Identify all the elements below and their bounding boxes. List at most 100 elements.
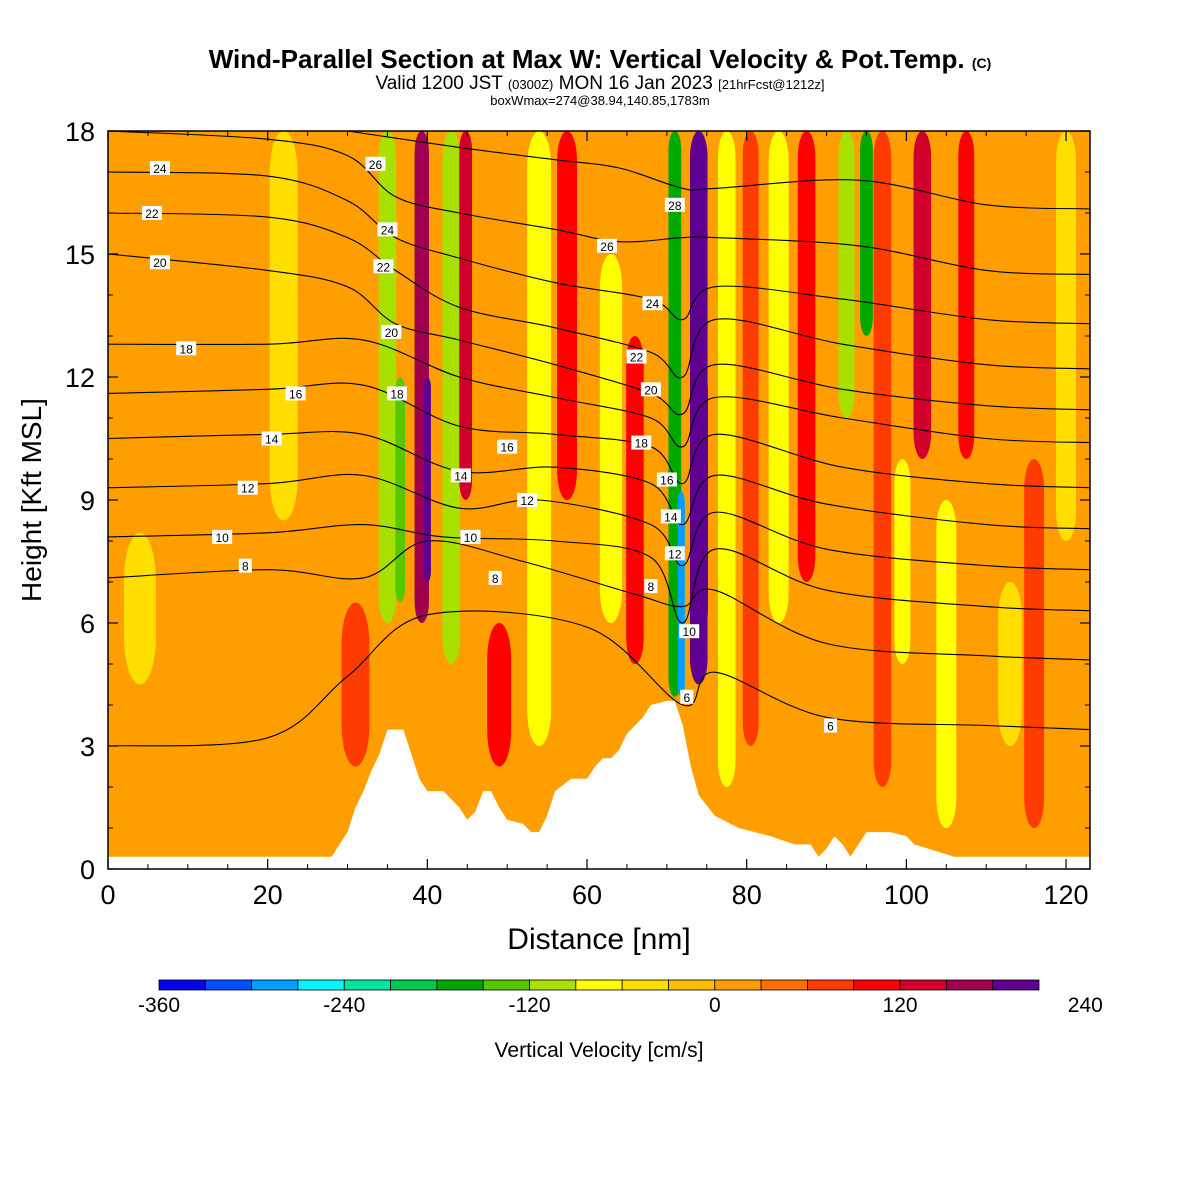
colorbar-swatch — [668, 979, 716, 991]
contour-label-box — [149, 255, 170, 270]
contour-label-box — [680, 689, 694, 704]
contour-label-text: 24 — [153, 162, 167, 176]
contour-label-box — [488, 570, 502, 585]
contour-label-text: 6 — [683, 691, 690, 705]
chart-title: Wind-Parallel Section at Max W: Vertical… — [0, 44, 1200, 75]
y-axis-label: Height [Kft MSL] — [16, 398, 47, 602]
y-tick-label: 9 — [80, 486, 95, 516]
contour-label: 24 — [149, 160, 170, 176]
velocity-band — [395, 377, 405, 603]
colorbar-swatch — [529, 979, 577, 991]
velocity-band — [1056, 131, 1077, 541]
colorbar-swatch — [343, 979, 391, 991]
velocity-band — [599, 254, 623, 623]
colorbar-swatch — [621, 979, 669, 991]
contour-label: 20 — [381, 324, 402, 340]
velocity-band — [998, 582, 1023, 746]
contour-label-text: 22 — [377, 260, 391, 274]
contour-label-text: 22 — [630, 351, 644, 365]
contour-label-text: 18 — [180, 342, 194, 356]
contour-label-text: 18 — [390, 387, 404, 401]
contour-label-text: 26 — [600, 240, 614, 254]
theta-contour-12 — [108, 473, 1090, 571]
contour-label-text: 8 — [648, 580, 655, 594]
theta-contour-24 — [108, 171, 1090, 325]
velocity-band — [423, 377, 431, 582]
contour-label-box — [640, 382, 661, 397]
contour-label: 10 — [460, 529, 481, 545]
velocity-band — [958, 131, 975, 459]
velocity-band — [936, 500, 957, 828]
contour-label: 12 — [237, 480, 258, 496]
contour-label-box — [261, 431, 282, 446]
colorbar-swatch — [158, 979, 206, 991]
theta-contour-10 — [108, 524, 1090, 624]
velocity-band — [797, 131, 816, 582]
contour-label-text: 12 — [520, 494, 534, 508]
contour-label-text: 16 — [289, 387, 303, 401]
contour-label: 16 — [656, 472, 677, 488]
colorbar-swatch — [807, 979, 855, 991]
velocity-band — [838, 131, 855, 418]
contour-label: 22 — [373, 259, 394, 274]
velocity-band — [527, 131, 552, 746]
contour-label-text: 22 — [145, 207, 159, 221]
chart-title-text: Wind-Parallel Section at Max W: Vertical… — [208, 44, 965, 74]
contour-label-box — [373, 259, 394, 274]
contour-label-box — [631, 435, 652, 450]
contour-label: 26 — [365, 156, 386, 172]
contour-label: 12 — [517, 493, 538, 508]
colorbar-swatch — [760, 979, 808, 991]
colorbar-swatch — [297, 979, 345, 991]
velocity-band — [557, 131, 578, 500]
contour-label: 14 — [660, 509, 681, 524]
colorbar-swatch — [482, 979, 530, 991]
copyright-mark: (C) — [971, 55, 992, 71]
contour-label: 16 — [285, 386, 306, 401]
contour-label-box — [141, 206, 162, 220]
contour-label: 18 — [631, 435, 652, 451]
contour-label-text: 20 — [644, 383, 658, 397]
x-tick-label: 80 — [732, 880, 762, 910]
contour-label-box — [285, 386, 306, 401]
contour-label-box — [365, 156, 386, 171]
contour-label-box — [450, 468, 471, 483]
contour-label-box — [176, 341, 197, 356]
contour-label-box — [497, 439, 518, 454]
contour-label-box — [644, 579, 658, 594]
contour-label-text: 10 — [683, 625, 697, 639]
contour-label-box — [596, 238, 617, 253]
y-tick-label: 12 — [65, 363, 95, 393]
terrain-silhouette — [108, 700, 1090, 869]
contour-label: 10 — [679, 624, 700, 639]
box-wmax-info: boxWmax=274@38.94,140.85,1783m — [490, 93, 710, 108]
x-tick-label: 20 — [253, 880, 283, 910]
valid-time-utc: (0300Z) — [507, 77, 554, 92]
velocity-field — [108, 131, 1090, 869]
colorbar-swatch — [251, 979, 299, 991]
colorbar-swatch — [714, 979, 762, 991]
velocity-band — [677, 491, 685, 697]
contour-label: 24 — [642, 296, 663, 311]
velocity-band — [123, 532, 156, 685]
colorbar-tick-label: -120 — [509, 994, 551, 1017]
contour-label: 20 — [149, 255, 170, 270]
x-axis: 0 20 40 60 80 100 120 — [100, 131, 1089, 910]
contour-label-box — [381, 324, 402, 339]
contour-label-text: 6 — [827, 720, 834, 734]
theta-contour-18 — [108, 337, 1090, 448]
contour-label: 22 — [141, 206, 162, 221]
velocity-band — [913, 131, 932, 459]
velocity-band — [378, 131, 397, 623]
colorbar-swatch — [992, 979, 1040, 991]
colorbar-tick-label: 240 — [1068, 994, 1103, 1017]
contour-label-text: 16 — [660, 474, 674, 488]
colorbar-tick-label: 0 — [709, 994, 721, 1017]
contour-label: 14 — [450, 468, 471, 483]
contour-label: 8 — [488, 570, 502, 586]
contour-label-box — [664, 197, 685, 212]
x-tick-label: 120 — [1044, 880, 1089, 910]
y-tick-label: 6 — [80, 609, 95, 639]
theta-contours — [108, 131, 1090, 747]
velocity-band — [626, 336, 644, 664]
